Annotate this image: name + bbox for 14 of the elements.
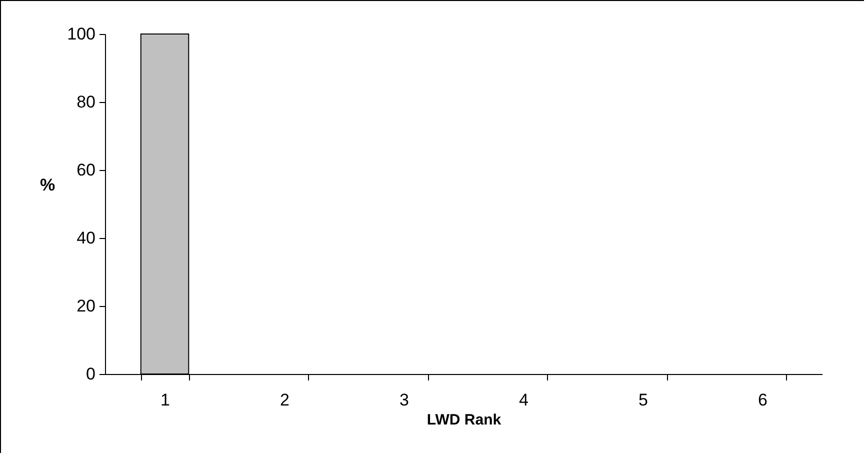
- x-tick-label: 6: [758, 390, 768, 410]
- y-tick-label: 20: [76, 296, 96, 316]
- x-tick-label: 1: [160, 390, 170, 410]
- y-tick-label: 80: [76, 92, 96, 112]
- x-axis-title: LWD Rank: [426, 412, 502, 428]
- x-tick-label: 2: [280, 390, 290, 410]
- x-tick-label: 3: [400, 390, 409, 410]
- x-tick-label: 5: [638, 390, 648, 410]
- y-tick-label: 60: [76, 160, 96, 180]
- y-axis-title: %: [40, 176, 56, 194]
- x-tick-label: 4: [519, 390, 528, 410]
- y-tick-label: 0: [86, 364, 96, 384]
- y-tick-label: 100: [67, 24, 96, 44]
- y-tick-label: 40: [76, 228, 96, 248]
